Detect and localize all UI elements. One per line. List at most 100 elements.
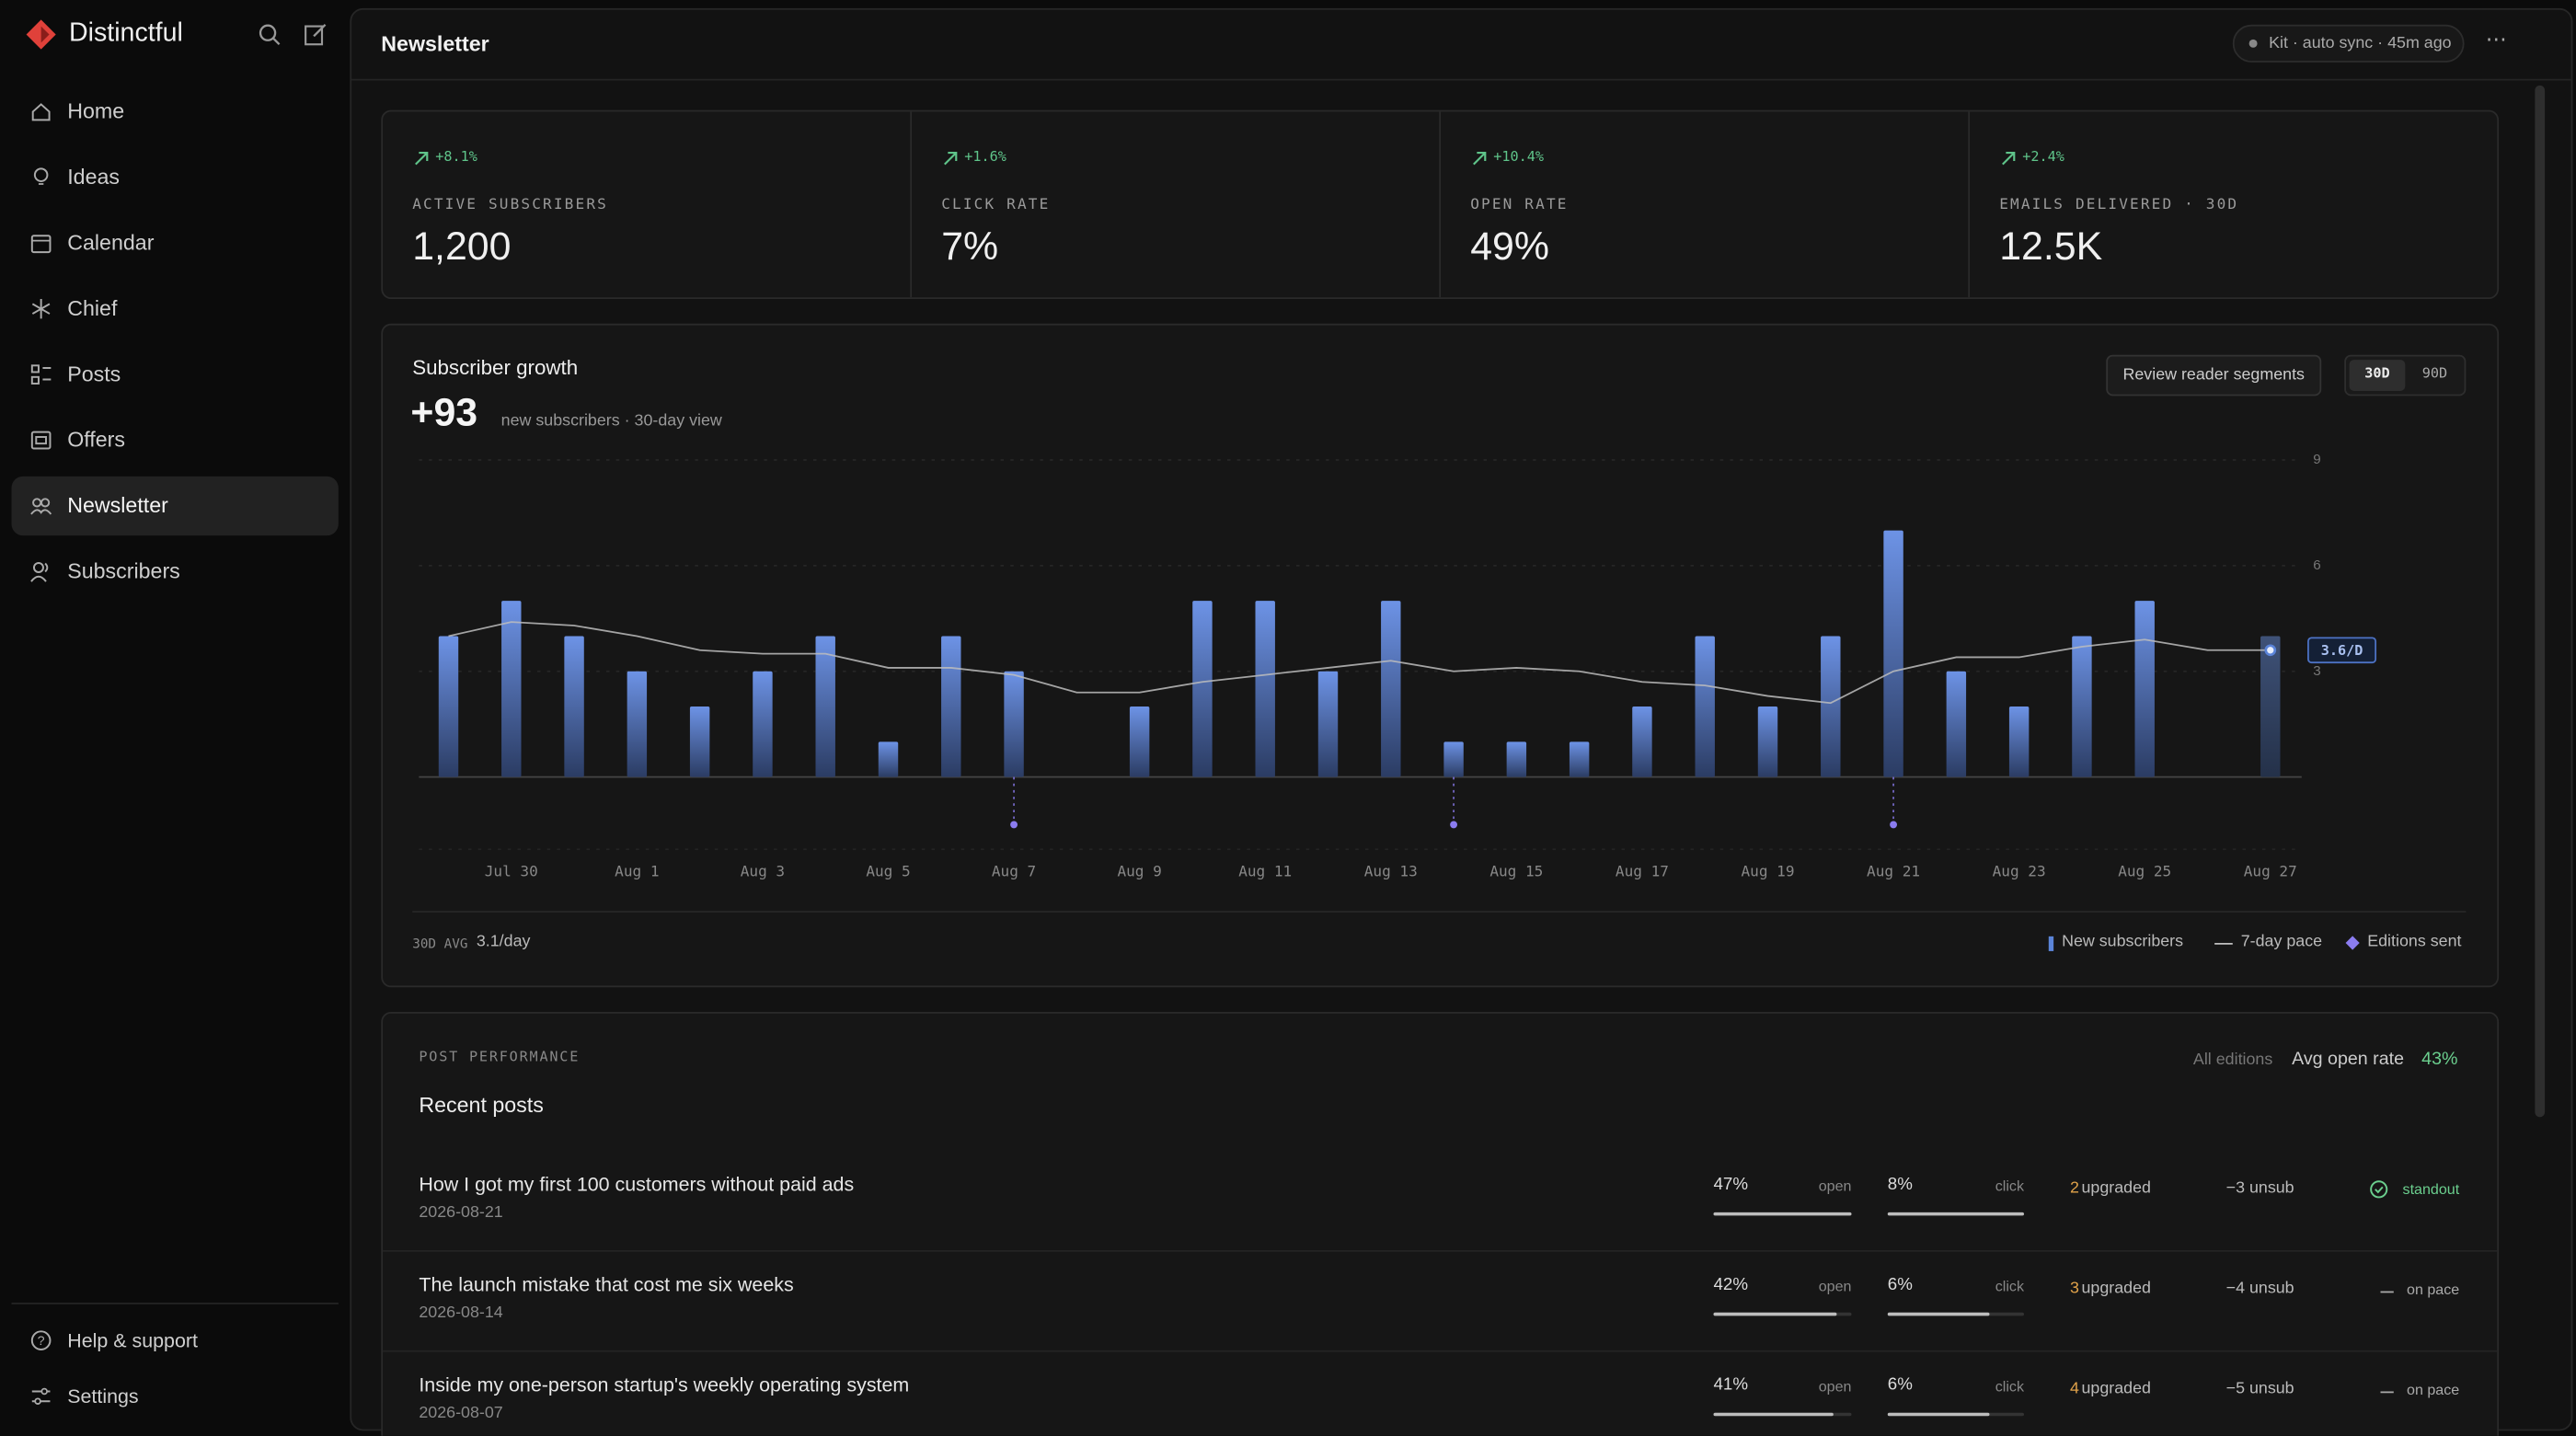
bar xyxy=(1883,530,1903,777)
metric-value: 6% xyxy=(1887,1374,1913,1396)
range-30d[interactable]: 30D xyxy=(2349,360,2406,391)
metric-bar xyxy=(1713,1212,1852,1216)
compose-button[interactable] xyxy=(304,23,327,46)
status-dash xyxy=(2380,1391,2394,1394)
bar xyxy=(1569,741,1590,777)
segments-button[interactable]: Review reader segments xyxy=(2106,354,2322,396)
more-button[interactable]: ⋯ xyxy=(2485,26,2509,52)
bar xyxy=(1632,707,1652,777)
nav-item[interactable]: Posts xyxy=(67,361,121,386)
metric-value: 6% xyxy=(1887,1274,1913,1295)
bar xyxy=(1821,636,1841,777)
posts-title: Recent posts xyxy=(419,1092,544,1118)
bar xyxy=(1757,707,1778,777)
kpi-label: OPEN RATE xyxy=(1470,197,1569,214)
footer-item[interactable]: Help & support xyxy=(67,1328,198,1352)
upgraded-label: upgraded xyxy=(2081,1179,2151,1198)
metric-bar xyxy=(1887,1312,1990,1316)
edition-marker xyxy=(1010,821,1018,829)
nav-icon xyxy=(30,431,52,450)
svg-text:?: ? xyxy=(38,1334,45,1349)
bar xyxy=(1192,601,1213,777)
post-status: standout xyxy=(2402,1180,2460,1198)
x-tick-label: Aug 17 xyxy=(1616,863,1669,880)
metric-caption: open xyxy=(1818,1378,1852,1396)
post-title[interactable]: How I got my first 100 customers without… xyxy=(419,1172,855,1196)
avg-open-label: Avg open rate xyxy=(2292,1050,2405,1070)
search-button[interactable] xyxy=(258,23,281,46)
range-90d[interactable]: 90D xyxy=(2421,366,2448,384)
bar xyxy=(501,601,522,777)
unsub: −4 unsub xyxy=(2225,1280,2294,1298)
legend-swatch xyxy=(2214,942,2233,945)
post-title[interactable]: Inside my one-person startup's weekly op… xyxy=(419,1373,910,1396)
upgraded-label: upgraded xyxy=(2081,1280,2151,1298)
upgraded-count: 3 xyxy=(2069,1280,2079,1298)
kpi-delta: +8.1% xyxy=(435,149,477,167)
post-title[interactable]: The launch mistake that cost me six week… xyxy=(419,1272,794,1296)
nav-item[interactable]: Calendar xyxy=(67,229,155,255)
sync-pill[interactable] xyxy=(2232,24,2465,63)
bar xyxy=(1946,671,1967,777)
kpi-label: EMAILS DELIVERED · 30D xyxy=(1999,197,2239,214)
avg-value: 3.1/day xyxy=(476,933,531,951)
nav-item[interactable]: Ideas xyxy=(67,164,121,190)
nav-item[interactable]: Subscribers xyxy=(67,558,180,583)
nav-icon xyxy=(30,498,52,515)
pace-callout-label: 3.6/D xyxy=(2321,642,2363,659)
footer-icon: ? xyxy=(30,1330,52,1350)
metric-bar xyxy=(1713,1312,1837,1316)
nav-item[interactable]: Newsletter xyxy=(67,492,168,518)
kpi-label: ACTIVE SUBSCRIBERS xyxy=(412,197,608,214)
footer-item[interactable]: Settings xyxy=(67,1384,139,1408)
x-tick-label: Aug 9 xyxy=(1117,863,1161,880)
x-tick-label: Aug 3 xyxy=(741,863,785,880)
bar xyxy=(2134,601,2155,777)
x-tick-label: Aug 7 xyxy=(992,863,1036,880)
status-dash xyxy=(2380,1291,2394,1293)
pace-callout xyxy=(2307,637,2377,664)
nav-item[interactable]: Chief xyxy=(67,295,118,321)
nav-item[interactable]: Home xyxy=(67,98,125,123)
page-title: Newsletter xyxy=(381,30,489,56)
unsub: −5 unsub xyxy=(2225,1379,2294,1398)
nav-item[interactable]: Offers xyxy=(67,427,126,453)
edition-marker xyxy=(1890,821,1897,829)
row-divider xyxy=(383,1249,2498,1252)
bar xyxy=(627,671,648,777)
growth-note: new subscribers · 30-day view xyxy=(500,412,722,431)
metric-bar xyxy=(1887,1412,1990,1417)
upgraded-count: 4 xyxy=(2069,1379,2079,1398)
bar xyxy=(1506,741,1527,777)
kpi-delta: +1.6% xyxy=(964,149,1006,167)
bar xyxy=(941,636,961,777)
growth-total: +93 xyxy=(410,390,478,436)
y-tick-label: 9 xyxy=(2313,452,2320,467)
nav-icon xyxy=(33,167,49,185)
status-icon xyxy=(2370,1180,2388,1199)
growth-title: Subscriber growth xyxy=(412,356,579,380)
bar xyxy=(878,741,899,777)
x-tick-label: Aug 13 xyxy=(1364,863,1418,880)
row-divider xyxy=(383,1350,2498,1352)
bar xyxy=(1255,601,1275,777)
nav-active-bg xyxy=(11,476,339,536)
metric-bar xyxy=(1887,1212,2024,1216)
post-status: on pace xyxy=(2407,1281,2460,1298)
y-tick-label: 3 xyxy=(2313,663,2320,679)
kpi-value: 49% xyxy=(1470,224,1550,270)
post-date: 2026-08-07 xyxy=(419,1404,503,1423)
posts-card xyxy=(381,1011,2500,1436)
metric-value: 47% xyxy=(1713,1174,1749,1195)
x-tick-label: Aug 25 xyxy=(2118,863,2171,880)
delta-arrow xyxy=(944,151,958,166)
delta-arrow xyxy=(2002,151,2016,166)
metric-value: 41% xyxy=(1713,1374,1749,1396)
posts-filter[interactable]: All editions xyxy=(2192,1051,2273,1070)
kpi-divider xyxy=(1968,111,1971,298)
upgraded-label: upgraded xyxy=(2081,1379,2151,1398)
post-status: on pace xyxy=(2407,1381,2460,1398)
kpi-divider xyxy=(910,111,913,298)
post-date: 2026-08-14 xyxy=(419,1304,503,1323)
